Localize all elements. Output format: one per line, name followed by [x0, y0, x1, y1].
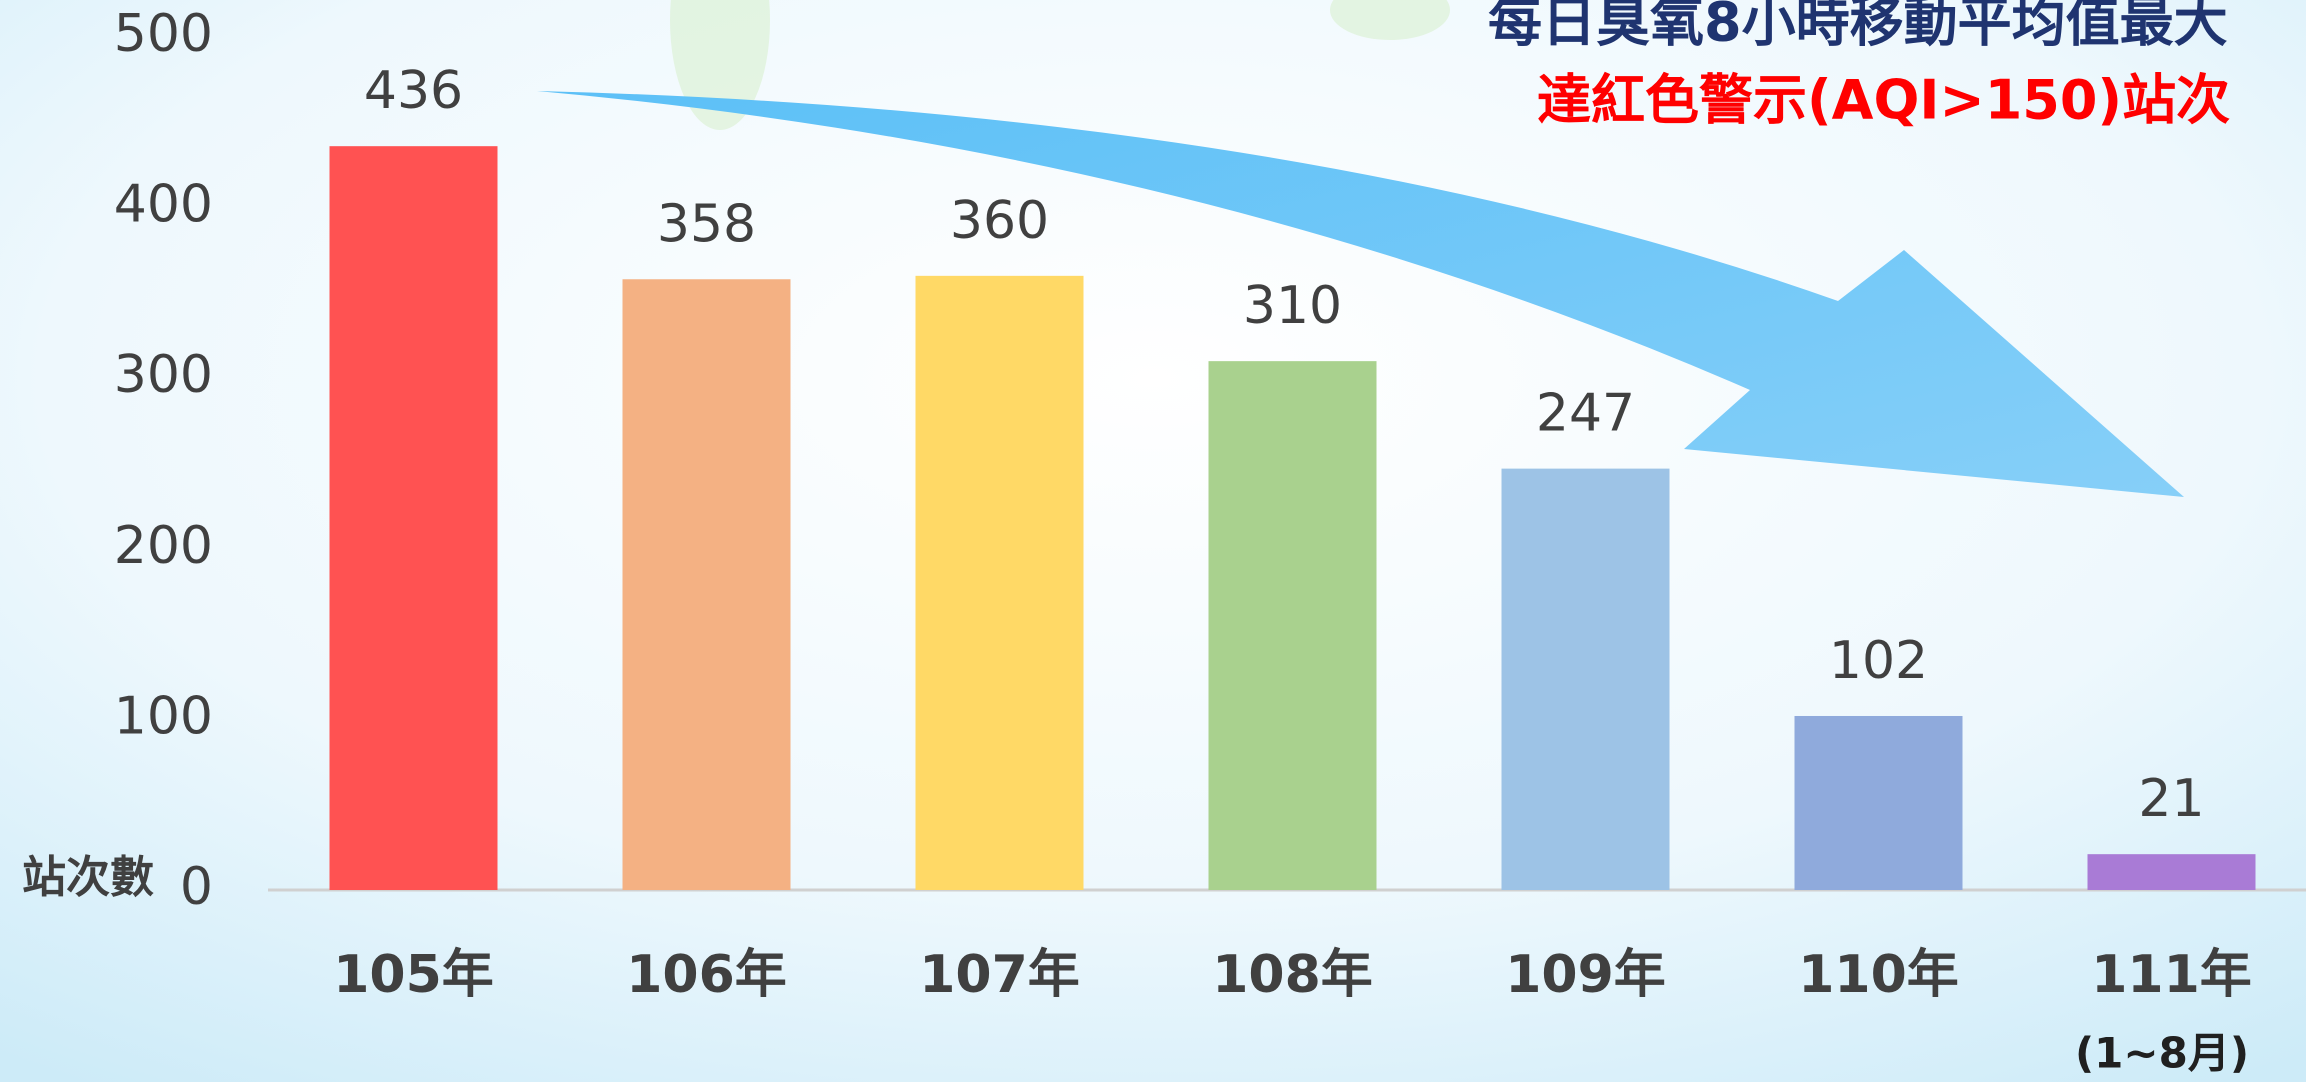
- x-tick-label: 105年: [333, 945, 494, 1005]
- bar: [1794, 715, 1963, 890]
- value-label: 247: [1536, 384, 1635, 444]
- value-label: 436: [364, 61, 463, 121]
- bar: [915, 275, 1084, 891]
- bar: [2087, 854, 2256, 890]
- trend-arrow: [537, 91, 2184, 497]
- annotation: (1~8月): [2075, 1029, 2249, 1078]
- bar: [1208, 361, 1377, 890]
- x-tick-label: 106年: [626, 945, 787, 1005]
- x-tick-label: 109年: [1505, 945, 1666, 1005]
- y-tick-label: 500: [114, 4, 213, 64]
- value-label: 358: [657, 194, 756, 254]
- value-label: 102: [1829, 631, 1928, 691]
- y-axis-label: 站次數: [22, 852, 154, 903]
- y-tick-label: 100: [114, 686, 213, 746]
- x-tick-label: 108年: [1212, 945, 1373, 1005]
- bar: [1501, 468, 1670, 890]
- x-tick-label: 107年: [919, 945, 1080, 1005]
- value-label: 310: [1243, 276, 1342, 336]
- x-tick-label: 111年: [2091, 945, 2252, 1005]
- value-label: 360: [950, 191, 1049, 251]
- chart-title: 每日臭氧8小時移動平均值最大: [1488, 0, 2228, 54]
- x-tick-label: 110年: [1798, 945, 1959, 1005]
- y-tick-label: 0: [180, 857, 213, 917]
- bar: [329, 146, 498, 890]
- y-tick-label: 400: [114, 175, 213, 235]
- value-label: 21: [2138, 769, 2204, 829]
- chart-subtitle: 達紅色警示(AQI>150)站次: [1537, 69, 2230, 132]
- y-tick-label: 200: [114, 516, 213, 576]
- y-tick-label: 300: [114, 345, 213, 405]
- bar: [622, 279, 791, 890]
- leaf-decoration: [1330, 0, 1450, 40]
